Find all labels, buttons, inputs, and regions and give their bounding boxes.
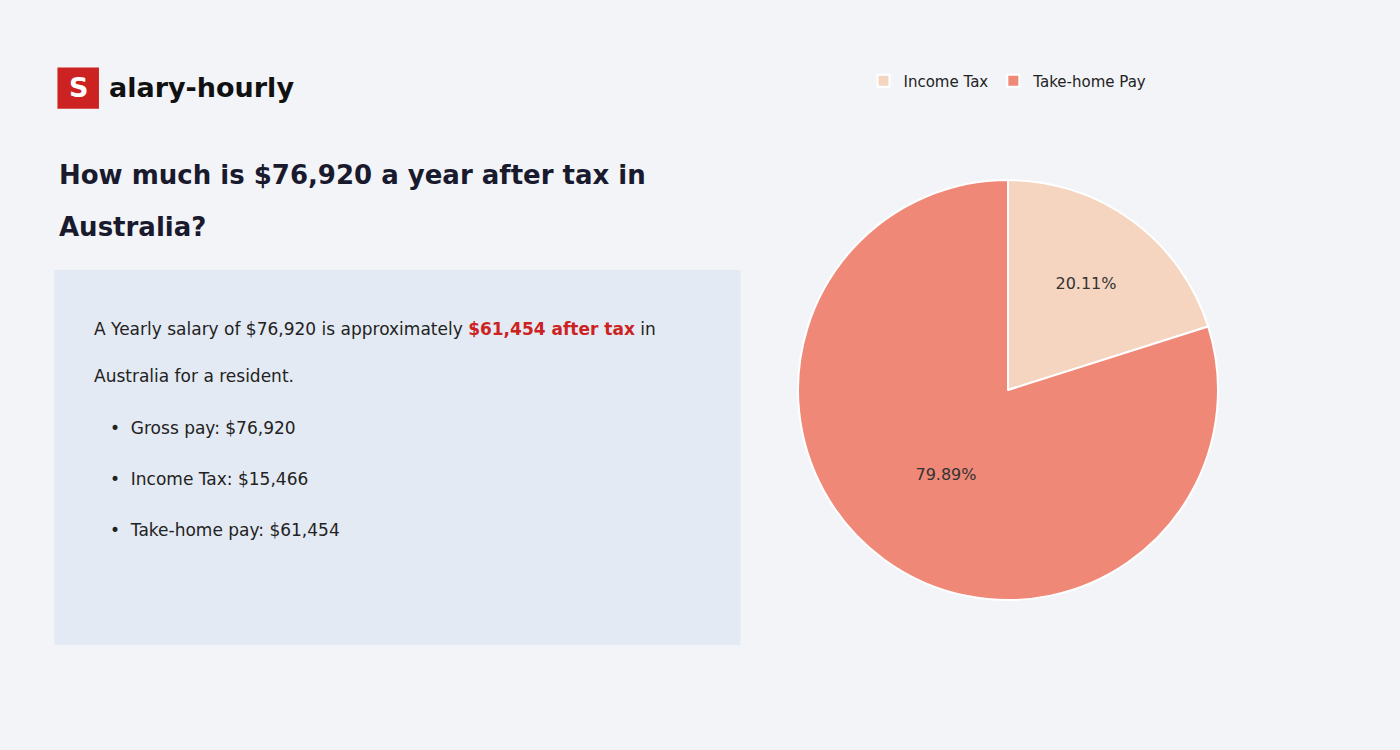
svg-text:Australia?: Australia?	[59, 212, 206, 242]
svg-text:Take-home Pay: Take-home Pay	[1032, 73, 1146, 91]
svg-text:20.11%: 20.11%	[1055, 274, 1116, 293]
svg-text:• Take-home pay: $61,454: • Take-home pay: $61,454	[110, 520, 340, 540]
svg-text:How much is $76,920 a year aft: How much is $76,920 a year after tax in	[59, 160, 646, 190]
svg-text:Australia for a resident.: Australia for a resident.	[94, 366, 294, 386]
svg-text:• Income Tax: $15,466: • Income Tax: $15,466	[110, 469, 308, 489]
svg-text:alary-hourly: alary-hourly	[109, 72, 294, 103]
svg-text:79.89%: 79.89%	[915, 465, 976, 484]
svg-text:A Yearly salary of $76,920 is: A Yearly salary of $76,920 is approximat…	[94, 319, 656, 339]
svg-text:• Gross pay: $76,920: • Gross pay: $76,920	[110, 418, 296, 438]
svg-text:S: S	[69, 72, 88, 103]
svg-text:Income Tax: Income Tax	[904, 73, 989, 91]
